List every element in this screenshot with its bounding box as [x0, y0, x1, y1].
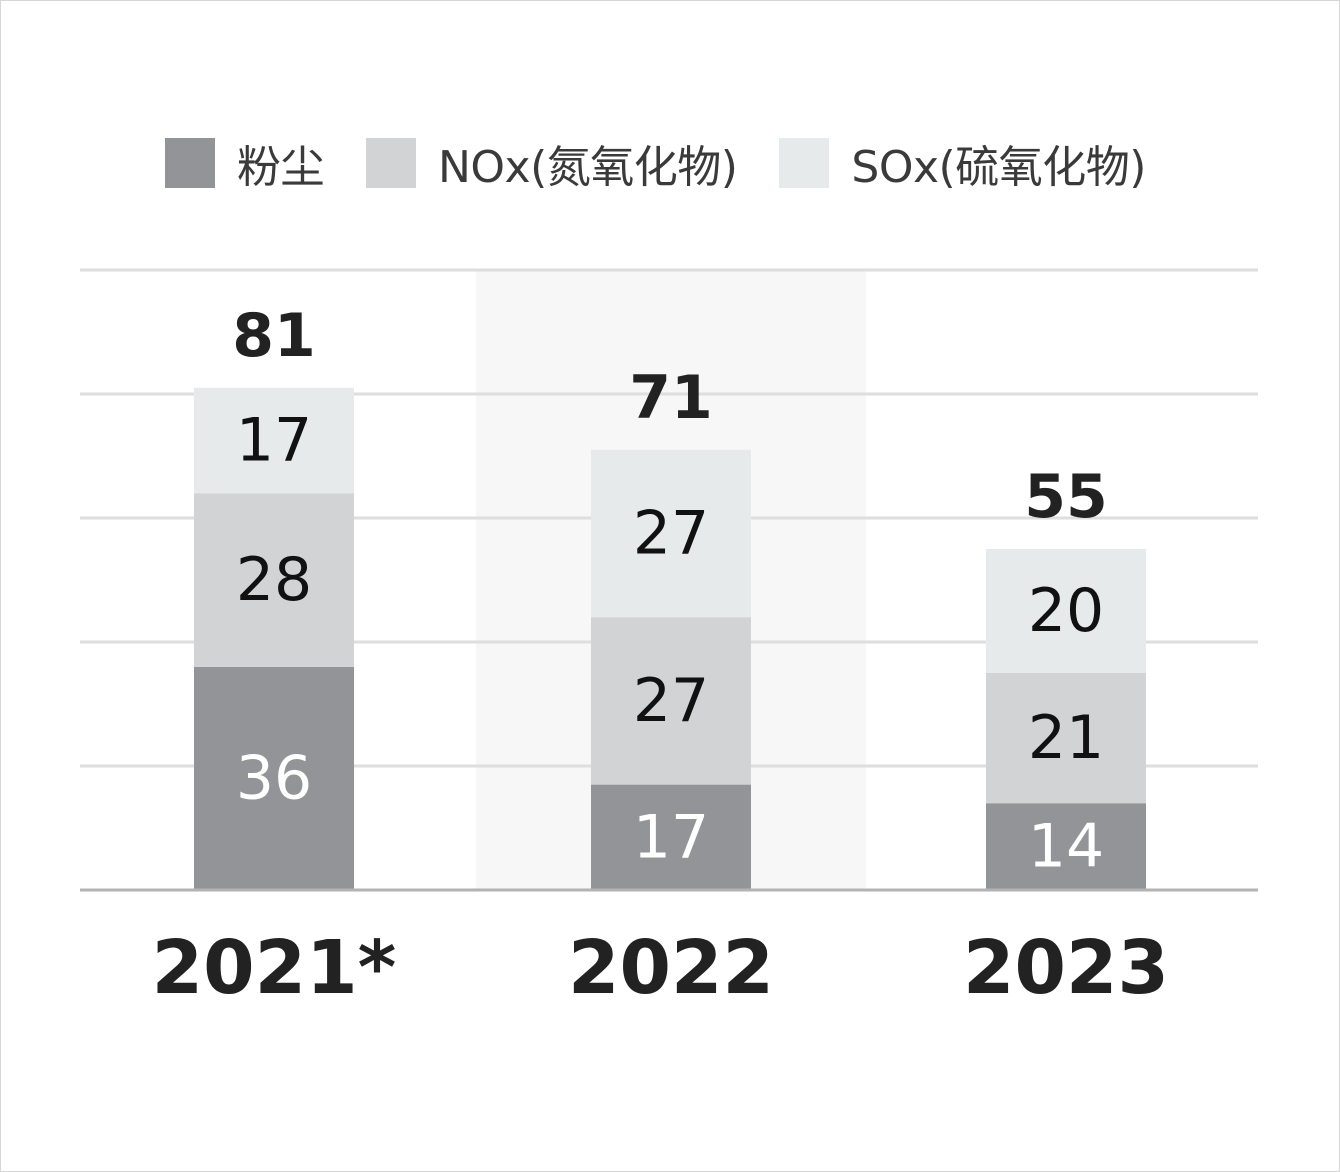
- bar-segment-2023-1: [986, 673, 1146, 804]
- legend-item-nox: NOx(氮氧化物): [366, 131, 738, 195]
- category-label-2023: 2023: [963, 925, 1169, 1011]
- total-label-2022: 71: [629, 363, 713, 433]
- segment-label-2022-2: 27: [633, 499, 709, 569]
- legend-item-sox: SOx(硫氧化物): [779, 131, 1146, 195]
- bar-segment-2022-1: [591, 617, 751, 785]
- segment-label-2021*-0: 36: [236, 743, 312, 813]
- legend-swatch-nox: [366, 138, 416, 188]
- legend-label-dust: 粉尘: [237, 142, 325, 193]
- legend: 粉尘 NOx(氮氧化物) SOx(硫氧化物): [165, 131, 1188, 195]
- category-label-2021*: 2021*: [152, 925, 397, 1011]
- legend-swatch-dust: [165, 138, 215, 188]
- legend-swatch-sox: [779, 138, 830, 188]
- total-label-2021*: 81: [232, 301, 316, 371]
- legend-label-nox: NOx(氮氧化物): [438, 142, 738, 193]
- legend-label-sox: SOx(硫氧化物): [851, 142, 1146, 193]
- segment-label-2021*-2: 17: [236, 406, 312, 476]
- bar-segment-2022-2: [591, 449, 751, 618]
- bar-segment-2022-0: [591, 784, 751, 890]
- bar-segment-2023-2: [986, 549, 1146, 673]
- legend-item-dust: 粉尘: [165, 131, 325, 195]
- bar-segment-2021*-1: [194, 493, 354, 667]
- bar-segment-2021*-0: [194, 666, 354, 890]
- segment-label-2022-0: 17: [633, 802, 709, 872]
- segment-label-2022-1: 27: [633, 666, 709, 736]
- segment-label-2021*-1: 28: [236, 545, 312, 615]
- total-label-2023: 55: [1024, 462, 1108, 532]
- bar-segment-2023-0: [986, 803, 1146, 890]
- bar-segment-2021*-2: [194, 387, 354, 494]
- segment-label-2023-1: 21: [1028, 703, 1104, 773]
- segment-label-2023-2: 20: [1028, 576, 1104, 646]
- segment-label-2023-0: 14: [1028, 812, 1104, 882]
- category-label-2022: 2022: [568, 925, 774, 1011]
